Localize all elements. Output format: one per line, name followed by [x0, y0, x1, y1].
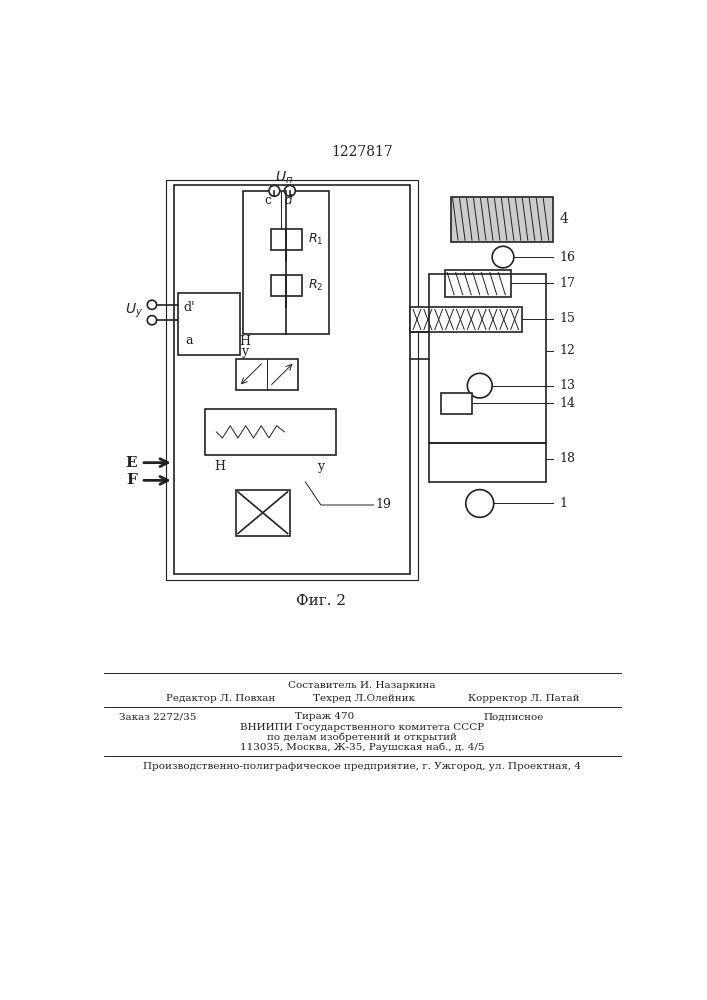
- Text: c: c: [264, 194, 271, 207]
- Text: 4: 4: [559, 212, 568, 226]
- Text: y: y: [317, 460, 325, 473]
- Text: Заказ 2272/35: Заказ 2272/35: [119, 712, 197, 721]
- Text: $U_y$: $U_y$: [124, 302, 143, 320]
- Text: Тираж 470: Тираж 470: [295, 712, 354, 721]
- Text: d: d: [284, 194, 292, 207]
- Bar: [174, 185, 410, 574]
- Text: 19: 19: [375, 498, 391, 512]
- Text: y: y: [241, 344, 248, 358]
- Circle shape: [466, 490, 493, 517]
- Text: Подписное: Подписное: [484, 712, 544, 721]
- Circle shape: [284, 185, 296, 196]
- Bar: [445, 270, 510, 297]
- Text: H: H: [215, 460, 226, 473]
- Circle shape: [467, 373, 492, 398]
- Bar: [271, 275, 301, 296]
- Circle shape: [492, 246, 514, 268]
- Circle shape: [147, 316, 156, 325]
- Bar: [235, 359, 298, 389]
- Text: d': d': [183, 301, 195, 314]
- Bar: [451, 197, 554, 242]
- Text: $U_п$: $U_п$: [274, 170, 293, 186]
- Bar: [177, 293, 240, 355]
- Bar: [410, 307, 522, 332]
- Text: 17: 17: [559, 277, 575, 290]
- Bar: [429, 274, 546, 443]
- Circle shape: [147, 300, 156, 309]
- Text: Корректор Л. Патай: Корректор Л. Патай: [468, 694, 580, 703]
- Circle shape: [269, 185, 280, 196]
- Bar: [441, 393, 472, 414]
- Text: F: F: [127, 473, 137, 487]
- Text: 14: 14: [559, 397, 575, 410]
- Bar: [243, 191, 329, 334]
- Text: Составитель И. Назаркина: Составитель И. Назаркина: [288, 681, 436, 690]
- Bar: [166, 180, 418, 580]
- Text: Редактор Л. Повхан: Редактор Л. Повхан: [166, 694, 275, 703]
- Text: Производственно-полиграфическое предприятие, г. Ужгород, ул. Проектная, 4: Производственно-полиграфическое предприя…: [143, 762, 581, 771]
- Text: $R_2$: $R_2$: [308, 278, 323, 293]
- Text: 1: 1: [559, 497, 568, 510]
- Bar: [204, 409, 337, 455]
- Text: Техред Л.Олейник: Техред Л.Олейник: [313, 694, 415, 703]
- Bar: [429, 443, 546, 482]
- Text: 1227817: 1227817: [331, 145, 393, 159]
- Text: ВНИИПИ Государственного комитета СССР: ВНИИПИ Государственного комитета СССР: [240, 723, 484, 732]
- Text: 16: 16: [559, 251, 575, 264]
- Text: E: E: [126, 456, 137, 470]
- Text: $R_1$: $R_1$: [308, 232, 323, 247]
- Bar: [271, 229, 301, 250]
- Text: 13: 13: [559, 379, 575, 392]
- Text: 18: 18: [559, 452, 575, 465]
- Text: 113035, Москва, Ж-35, Раушская наб., д. 4/5: 113035, Москва, Ж-35, Раушская наб., д. …: [240, 743, 484, 752]
- Text: Фиг. 2: Фиг. 2: [296, 594, 346, 608]
- Text: 15: 15: [559, 312, 575, 325]
- Text: H: H: [240, 335, 250, 348]
- Bar: [235, 490, 290, 536]
- Text: a: a: [185, 334, 193, 347]
- Text: 12: 12: [559, 344, 575, 358]
- Text: по делам изобретений и открытий: по делам изобретений и открытий: [267, 733, 457, 742]
